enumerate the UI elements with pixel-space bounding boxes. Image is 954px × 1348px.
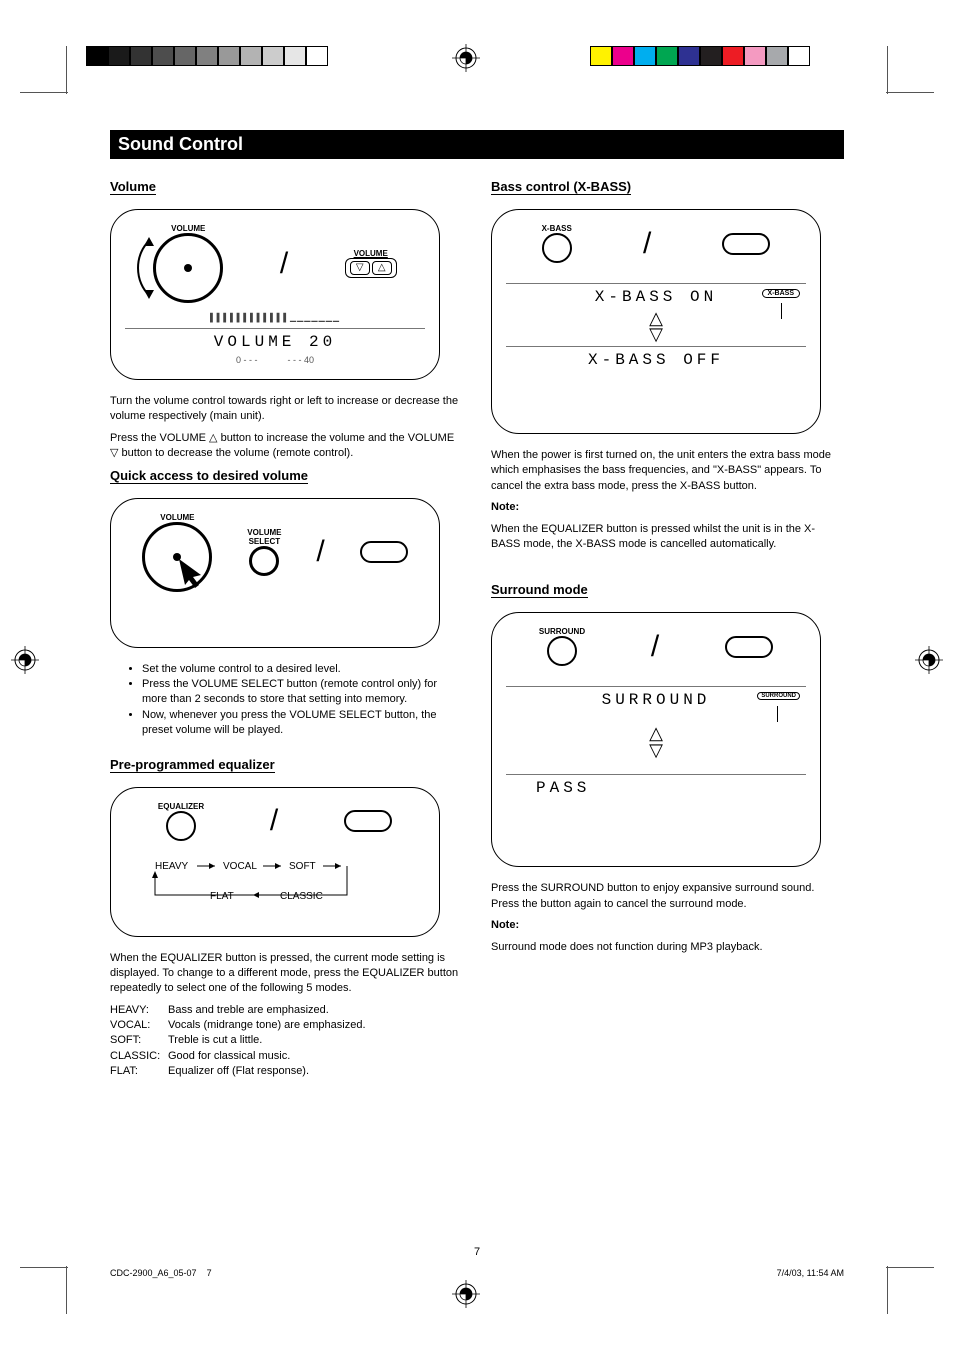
- remote-pill-button-icon: [725, 636, 773, 658]
- crosshair-icon: [915, 646, 943, 674]
- surround-heading: Surround mode: [491, 582, 588, 598]
- equalizer-button-icon: [166, 811, 196, 841]
- volume-heading: Volume: [110, 179, 156, 195]
- svg-text:HEAVY: HEAVY: [155, 861, 188, 872]
- svg-text:FLAT: FLAT: [210, 891, 234, 902]
- xbass-heading: Bass control (X-BASS): [491, 179, 631, 195]
- crop-tick: [886, 92, 934, 93]
- toggle-arrows-icon: △▽: [506, 310, 806, 342]
- divider-slash: /: [643, 227, 651, 261]
- toggle-arrows-icon: △▽: [506, 725, 806, 757]
- divider-slash: /: [270, 804, 278, 838]
- eq-btn-label: EQUALIZER: [158, 802, 204, 811]
- crop-tick: [66, 1266, 67, 1314]
- surround-badge-icon: SURROUND: [757, 692, 800, 700]
- pointer-arrow-icon: [175, 555, 211, 591]
- volume-select-button-icon: [249, 546, 279, 576]
- divider-slash: /: [316, 535, 324, 569]
- volume-knob-icon: [142, 522, 212, 592]
- eq-heading: Pre-programmed equalizer: [110, 757, 275, 773]
- crop-tick: [886, 1267, 934, 1268]
- remote-pill-button-icon: [360, 541, 408, 563]
- xbass-button-icon: [542, 233, 572, 263]
- surround-illustration: SURROUND / SURROUND SURROUND △▽ PASS: [491, 612, 821, 867]
- vol-down-icon: ▽: [350, 261, 370, 275]
- crosshair-icon: [11, 646, 39, 674]
- quickvol-heading: Quick access to desired volume: [110, 468, 308, 484]
- crosshair-icon: [452, 1280, 480, 1308]
- page-title: Sound Control: [110, 130, 844, 159]
- color-colorbar: [590, 46, 810, 66]
- svg-text:VOCAL: VOCAL: [223, 861, 257, 872]
- doc-footer-date: 7/4/03, 11:54 AM: [777, 1268, 844, 1278]
- page-number: 7: [474, 1246, 480, 1258]
- crop-tick: [20, 92, 68, 93]
- page-body: Sound Control Volume VOLUME: [110, 130, 844, 1086]
- divider-slash: /: [651, 630, 659, 664]
- xbass-btn-label: X-BASS: [542, 224, 572, 233]
- crop-tick: [66, 46, 67, 94]
- volume-knob-icon: [153, 233, 223, 303]
- crop-tick: [20, 1267, 68, 1268]
- quickvol-illustration: VOLUME VOLUME SELECT /: [110, 498, 440, 648]
- surround-instructions: Press the SURROUND button to enjoy expan…: [491, 881, 844, 912]
- volume-illustration: VOLUME / VOLUME: [110, 209, 440, 380]
- volume-text-remote: Press the VOLUME △ button to increase th…: [110, 431, 463, 462]
- volume-range-left: 0 - - -: [236, 355, 258, 365]
- xbass-note: When the EQUALIZER button is pressed whi…: [491, 522, 844, 553]
- surround-off-lcd: PASS: [506, 774, 806, 797]
- xbass-off-lcd: X-BASS OFF: [506, 346, 806, 369]
- qv-steps: Set the volume control to a desired leve…: [110, 662, 463, 739]
- divider-slash: /: [280, 247, 288, 281]
- remote-pill-button-icon: [344, 810, 392, 832]
- volume-knob-label: VOLUME: [153, 224, 223, 233]
- grey-colorbar: [86, 46, 328, 66]
- eq-illustration: EQUALIZER / HEAVY VOCAL SOFT: [110, 787, 440, 937]
- eq-instructions: When the EQUALIZER button is pressed, th…: [110, 951, 463, 997]
- svg-text:SOFT: SOFT: [289, 861, 316, 872]
- right-column: Bass control (X-BASS) X-BASS / X-BASS ON…: [491, 179, 844, 1086]
- crosshair-icon: [452, 44, 480, 72]
- volume-text-main: Turn the volume control towards right or…: [110, 394, 463, 425]
- tri-up-icon: △: [209, 432, 217, 444]
- doc-footer-ref: CDC-2900_A6_05-07 7: [110, 1268, 212, 1278]
- left-column: Volume VOLUME /: [110, 179, 463, 1086]
- eq-cycle-diagram: HEAVY VOCAL SOFT FLAT CLASSIC: [125, 855, 425, 908]
- crop-tick: [887, 46, 888, 94]
- xbass-on-lcd: X-BASS ON: [506, 283, 806, 306]
- surround-note: Surround mode does not function during M…: [491, 940, 844, 955]
- volume-range-right: - - - 40: [287, 355, 314, 365]
- remote-pill-button-icon: [722, 233, 770, 255]
- crop-tick: [887, 1266, 888, 1314]
- vol-up-icon: △: [372, 261, 392, 275]
- xbass-illustration: X-BASS / X-BASS ON X-BASS △▽ X-BASS OFF: [491, 209, 821, 434]
- xbass-badge-icon: X-BASS: [762, 289, 800, 298]
- surround-btn-label: SURROUND: [539, 627, 585, 636]
- qv-select-label: VOLUME SELECT: [247, 528, 281, 546]
- volume-btn-label: VOLUME: [345, 249, 397, 258]
- volume-lcd: VOLUME 20: [125, 328, 425, 351]
- xbass-instructions: When the power is first turned on, the u…: [491, 448, 844, 494]
- bar-graph-icon: ▌▌▌▌▌▌▌▌▌▌▌▌▁▁▁▁▁▁▁: [125, 313, 425, 322]
- svg-text:CLASSIC: CLASSIC: [280, 891, 323, 902]
- qv-knob-label: VOLUME: [142, 513, 212, 522]
- surround-button-icon: [547, 636, 577, 666]
